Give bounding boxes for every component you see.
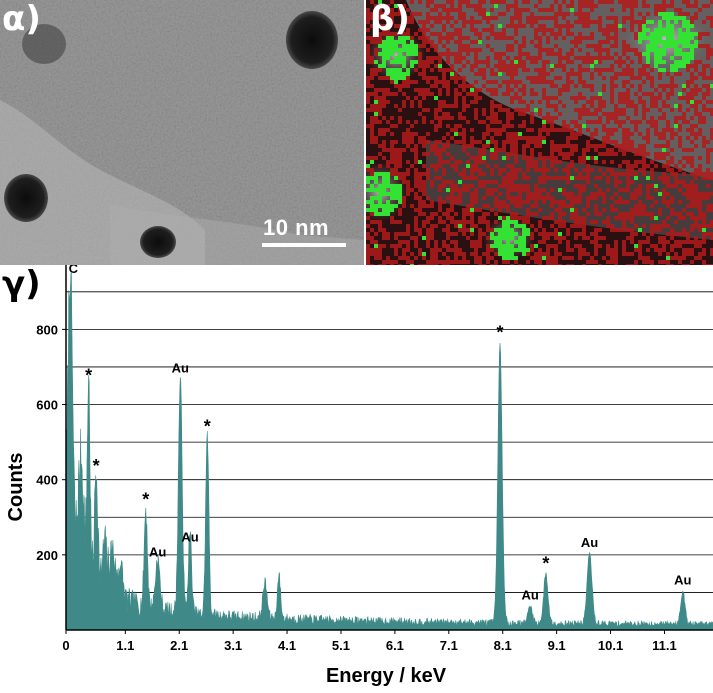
x-tick-label: 3.1 <box>224 638 242 653</box>
peak-label: Au <box>581 535 598 550</box>
x-tick-label: 10.1 <box>598 638 623 653</box>
nanoparticle <box>22 24 66 64</box>
x-axis-title: Energy / keV <box>326 665 447 687</box>
nanoparticle <box>286 11 338 69</box>
x-tick-label: 0 <box>62 638 69 653</box>
tem-micrograph-image <box>0 0 364 265</box>
edx-spectrum-chart: γ) 200 400 600 800 0 1.1 2.1 3.1 4.1 5.1 6.1 7.1 8.1… <box>0 265 713 693</box>
peak-marker-star: * <box>497 323 504 343</box>
peak-marker-star: * <box>142 490 149 510</box>
scale-bar <box>262 243 346 247</box>
spectrum-area <box>65 272 713 631</box>
x-tick-label: 7.1 <box>440 638 458 653</box>
peak-marker-star: * <box>542 554 549 574</box>
panel-label-gamma: γ) <box>2 265 41 304</box>
peak-label: Au <box>522 588 539 603</box>
peak-label: Au <box>674 573 691 588</box>
x-tick-label: 2.1 <box>170 638 188 653</box>
y-axis-title: Counts <box>5 453 27 522</box>
y-tick-label: 800 <box>36 322 58 337</box>
y-tick-label: 400 <box>36 473 58 488</box>
elemental-map-image <box>366 0 713 265</box>
peak-label: Au <box>181 529 198 544</box>
scale-bar-label: 10 nm <box>263 215 330 240</box>
y-tick-label: 600 <box>36 398 58 413</box>
peak-marker-star: * <box>93 456 100 476</box>
panel-label-beta: β) <box>370 0 410 39</box>
y-tick-label: 200 <box>36 548 58 563</box>
nanoparticle <box>4 174 48 222</box>
edx-spectrum-svg: γ) 200 400 600 800 0 1.1 2.1 3.1 4.1 5.1 6.1 7.1 8.1… <box>2 265 713 687</box>
carbon-signal-map <box>366 0 713 265</box>
x-tick-label: 4.1 <box>278 638 296 653</box>
elemental-map-panel: β) <box>366 0 713 265</box>
x-tick-label: 9.1 <box>548 638 566 653</box>
x-tick-label: 6.1 <box>386 638 404 653</box>
x-tick-label: 8.1 <box>494 638 512 653</box>
panel-label-alpha: α) <box>2 0 41 39</box>
peak-marker-star: * <box>85 366 92 386</box>
x-tick-label: 11.1 <box>652 638 677 653</box>
nanoparticle <box>140 226 176 258</box>
tem-micrograph-panel: α) 10 nm <box>0 0 364 265</box>
peak-label: C <box>69 265 79 276</box>
x-tick-label: 1.1 <box>116 638 134 653</box>
peak-label: Au <box>149 544 166 559</box>
peak-marker-star: * <box>204 416 211 436</box>
peak-label: Au <box>172 360 189 375</box>
x-tick-label: 5.1 <box>332 638 350 653</box>
